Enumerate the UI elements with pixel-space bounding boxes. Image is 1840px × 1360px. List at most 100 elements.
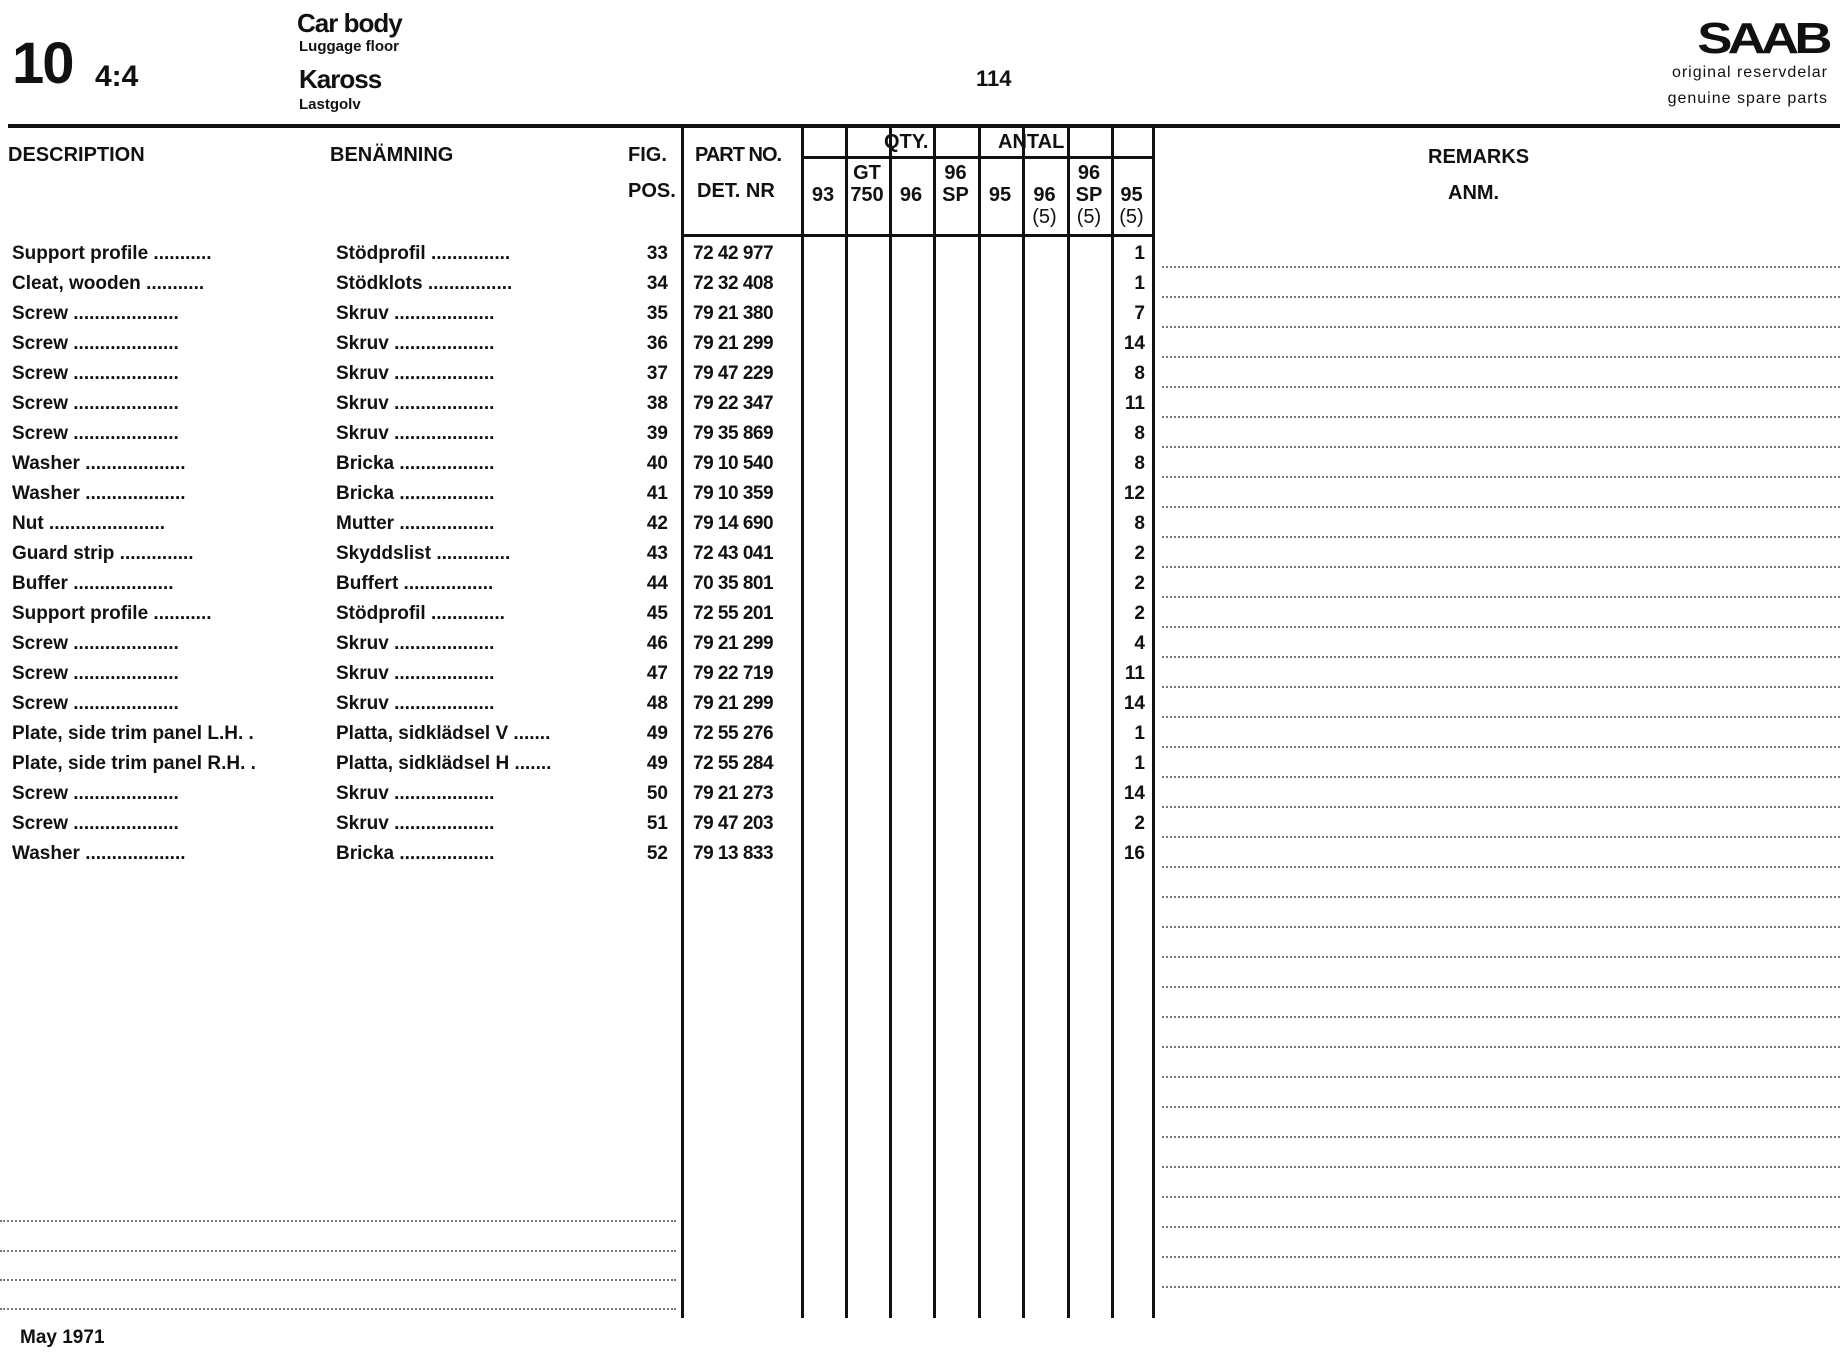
- remarks-line: [1162, 806, 1840, 808]
- row-benamning: Skruv ...................: [336, 423, 495, 444]
- row-description: Washer ...................: [12, 453, 186, 474]
- brand-line-1: original reservdelar: [1671, 64, 1828, 81]
- remarks-line: [1162, 296, 1840, 298]
- row-description: Screw ....................: [12, 693, 179, 714]
- section-number: 10: [12, 31, 74, 96]
- row-part-no: 72 32 408: [693, 273, 774, 294]
- row-benamning: Skruv ...................: [336, 393, 495, 414]
- table-rule-qty-col: [1067, 126, 1070, 1318]
- row-qty-95-5: 1: [1134, 753, 1145, 774]
- remarks-line: [1162, 1226, 1840, 1228]
- row-pos: 48: [646, 693, 668, 714]
- remarks-line: [1162, 1076, 1840, 1078]
- brand-line-2: genuine spare parts: [1667, 90, 1828, 107]
- model-header-bottom: 95: [1120, 184, 1143, 206]
- row-pos: 50: [646, 783, 668, 804]
- remarks-line: [1162, 416, 1840, 418]
- col-part-no: PART NO.: [695, 144, 782, 166]
- row-qty-95-5: 12: [1123, 483, 1145, 504]
- row-pos: 46: [646, 633, 668, 654]
- table-row: Washer ................... Bricka ......…: [0, 453, 1160, 483]
- row-pos: 49: [646, 723, 668, 744]
- row-pos: 52: [646, 843, 668, 864]
- model-header-top: 96: [1077, 162, 1101, 184]
- model-header-bottom: 750: [850, 184, 884, 206]
- row-qty-95-5: 11: [1124, 663, 1145, 684]
- table-row: Cleat, wooden ........... Stödklots ....…: [0, 273, 1160, 303]
- row-qty-95-5: 14: [1123, 783, 1145, 804]
- row-pos: 51: [646, 813, 668, 834]
- row-benamning: Bricka ..................: [336, 483, 495, 504]
- row-benamning: Bricka ..................: [336, 843, 495, 864]
- qty-subheader-rule: [801, 156, 1153, 159]
- col-remarks: REMARKS: [1428, 146, 1530, 168]
- row-part-no: 79 21 273: [693, 783, 774, 804]
- remarks-line: [1162, 596, 1840, 598]
- remarks-line: [1162, 986, 1840, 988]
- row-benamning: Skruv ...................: [336, 363, 495, 384]
- row-benamning: Stödprofil ..............: [336, 603, 505, 624]
- model-header-bottom: SP: [942, 184, 969, 206]
- header-rule: [8, 124, 1840, 128]
- remarks-line: [1162, 656, 1840, 658]
- table-rule-qty-col: [845, 126, 848, 1318]
- table-rule-qty-col: [1022, 126, 1025, 1318]
- row-benamning: Skruv ...................: [336, 333, 495, 354]
- row-qty-95-5: 4: [1134, 633, 1145, 654]
- table-row: Washer ................... Bricka ......…: [0, 843, 1160, 873]
- row-benamning: Buffert .................: [336, 573, 494, 594]
- row-description: Plate, side trim panel L.H. .: [12, 723, 254, 744]
- row-pos: 37: [646, 363, 668, 384]
- table-row: Screw .................... Skruv .......…: [0, 393, 1160, 423]
- table-rule-qty-col: [889, 126, 892, 1318]
- remarks-line: [1162, 1106, 1840, 1108]
- col-pos: POS.: [628, 180, 676, 202]
- row-part-no: 79 21 380: [693, 303, 774, 324]
- table-row: Support profile ........... Stödprofil .…: [0, 243, 1160, 273]
- row-qty-95-5: 1: [1134, 273, 1145, 294]
- blank-entry-line: [0, 1220, 676, 1222]
- row-qty-95-5: 2: [1134, 813, 1145, 834]
- row-benamning: Bricka ..................: [336, 453, 495, 474]
- row-description: Screw ....................: [12, 333, 179, 354]
- row-benamning: Stödprofil ...............: [336, 243, 511, 264]
- remarks-line: [1162, 746, 1840, 748]
- row-benamning: Skruv ...................: [336, 663, 495, 684]
- row-qty-95-5: 16: [1123, 843, 1145, 864]
- remarks-line: [1162, 956, 1840, 958]
- row-description: Guard strip ..............: [12, 543, 194, 564]
- row-description: Screw ....................: [12, 633, 179, 654]
- row-pos: 41: [646, 483, 668, 504]
- row-benamning: Stödklots ................: [336, 273, 513, 294]
- table-row: Plate, side trim panel R.H. . Platta, si…: [0, 753, 1160, 783]
- table-row: Screw .................... Skruv .......…: [0, 813, 1160, 843]
- row-description: Support profile ...........: [12, 603, 212, 624]
- row-benamning: Skruv ...................: [336, 303, 495, 324]
- row-description: Washer ...................: [12, 483, 186, 504]
- row-part-no: 72 55 276: [693, 723, 774, 744]
- remarks-line: [1162, 626, 1840, 628]
- table-row: Screw .................... Skruv .......…: [0, 693, 1160, 723]
- model-header-bottom: 95: [988, 184, 1012, 206]
- row-pos: 44: [646, 573, 668, 594]
- row-part-no: 79 21 299: [693, 633, 774, 654]
- col-antal: ANTAL: [998, 131, 1065, 153]
- page-number: 114: [976, 66, 1012, 91]
- remarks-line: [1162, 716, 1840, 718]
- remarks-line: [1162, 866, 1840, 868]
- model-header-sub: (5): [1032, 206, 1057, 228]
- row-description: Washer ...................: [12, 843, 186, 864]
- row-part-no: 79 35 869: [693, 423, 774, 444]
- row-benamning: Skruv ...................: [336, 783, 495, 804]
- row-qty-95-5: 14: [1123, 693, 1145, 714]
- remarks-line: [1162, 386, 1840, 388]
- row-qty-95-5: 11: [1124, 393, 1145, 414]
- row-qty-95-5: 8: [1134, 423, 1145, 444]
- row-description: Plate, side trim panel R.H. .: [12, 753, 256, 774]
- row-pos: 39: [646, 423, 668, 444]
- row-qty-95-5: 14: [1123, 333, 1145, 354]
- row-description: Screw ....................: [12, 423, 179, 444]
- row-part-no: 79 47 203: [693, 813, 774, 834]
- remarks-line: [1162, 446, 1840, 448]
- col-qty: QTY.: [884, 131, 929, 153]
